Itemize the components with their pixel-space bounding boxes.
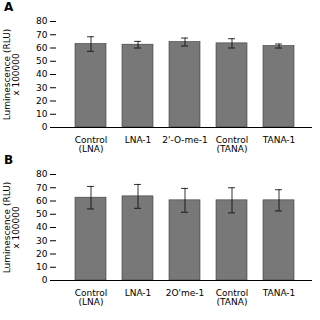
svg-text:10: 10 [36,262,48,272]
svg-text:Control(LNA): Control(LNA) [75,288,108,306]
svg-text:50: 50 [36,56,48,66]
svg-text:0: 0 [42,122,48,132]
svg-text:20: 20 [36,249,48,259]
svg-text:Luminescence (RLU)x 100000: Luminescence (RLU)x 100000 [2,29,21,121]
html-text:A: A [4,0,14,14]
svg-text:2O'me-1: 2O'me-1 [166,288,205,298]
svg-text:70: 70 [36,183,48,193]
svg-text:20: 20 [36,96,48,106]
svg-text:Control(LNA): Control(LNA) [75,135,108,153]
svg-text:60: 60 [36,196,48,206]
svg-text:30: 30 [36,83,48,93]
svg-text:60: 60 [36,43,48,53]
html-text:B: B [4,153,14,167]
svg-text:80: 80 [36,169,48,179]
svg-text:2'-O-me-1: 2'-O-me-1 [162,135,208,145]
svg-text:0: 0 [42,275,48,285]
svg-text:70: 70 [36,30,48,40]
svg-text:TANA-1: TANA-1 [262,135,296,145]
svg-text:TANA-1: TANA-1 [262,288,296,298]
svg-text:30: 30 [36,236,48,246]
svg-text:Luminescence (RLU)x 100000: Luminescence (RLU)x 100000 [2,182,21,274]
svg-text:LNA-1: LNA-1 [125,135,152,145]
svg-text:50: 50 [36,209,48,219]
svg-text:10: 10 [36,109,48,119]
svg-text:80: 80 [36,16,48,26]
svg-text:Control(TANA): Control(TANA) [216,288,249,306]
svg-text:LNA-1: LNA-1 [125,288,152,298]
svg-text:Control(TANA): Control(TANA) [216,135,249,153]
svg-text:40: 40 [36,69,48,79]
svg-text:40: 40 [36,222,48,232]
